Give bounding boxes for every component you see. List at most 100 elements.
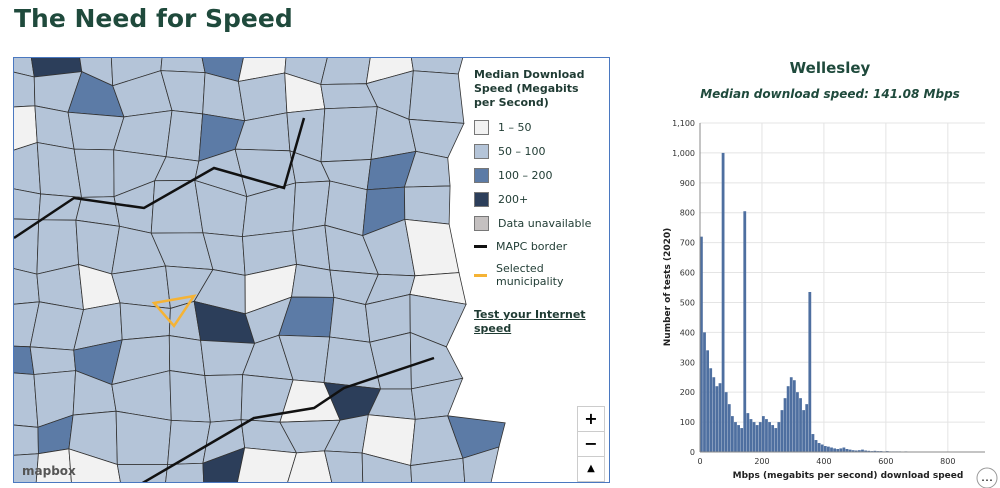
y-tick-label: 700	[680, 239, 695, 248]
y-tick-label: 400	[680, 328, 695, 337]
bar	[761, 416, 765, 452]
compass[interactable]: ▲	[577, 456, 605, 482]
speed-test-link[interactable]: Test your Internet speed	[474, 308, 586, 335]
bar	[774, 428, 778, 452]
bar	[706, 350, 709, 452]
selected-municipality	[151, 294, 197, 329]
page-title: The Need for Speed	[14, 4, 293, 33]
bar	[851, 450, 855, 452]
municipality	[165, 462, 205, 482]
legend-label: MAPC border	[496, 240, 568, 253]
bar	[724, 392, 728, 452]
bar	[805, 404, 809, 452]
bar	[721, 152, 725, 452]
bar	[712, 377, 716, 452]
municipality	[410, 457, 466, 482]
bar	[792, 380, 796, 452]
bar	[864, 450, 867, 452]
bar	[830, 447, 833, 452]
map-shapes	[14, 58, 506, 482]
bar	[827, 446, 830, 452]
y-tick-label: 300	[680, 358, 695, 367]
municipality	[462, 446, 500, 482]
bar	[743, 211, 747, 452]
municipality	[165, 110, 204, 162]
more-icon: …	[981, 470, 993, 484]
bar	[737, 425, 740, 452]
municipality	[14, 218, 40, 275]
bar	[752, 422, 756, 452]
bar	[811, 434, 815, 452]
legend-item: Selected municipality	[474, 262, 599, 288]
bar	[771, 425, 775, 452]
legend-label: 50 – 100	[498, 145, 546, 158]
chart: Wellesley Median download speed: 141.08 …	[663, 59, 998, 488]
y-tick-label: 600	[680, 269, 695, 278]
municipality	[292, 180, 331, 232]
more-button[interactable]	[976, 467, 998, 488]
municipality	[204, 374, 244, 423]
legend-label: 100 – 200	[498, 169, 553, 182]
attribution: mapbox	[22, 464, 76, 478]
bar	[749, 419, 753, 452]
zoom-out[interactable]: −	[577, 431, 605, 457]
x-tick-label: 0	[697, 457, 702, 466]
municipality	[292, 224, 331, 271]
bar	[783, 398, 787, 452]
municipality	[169, 370, 211, 423]
municipality	[408, 70, 465, 124]
municipality	[119, 302, 171, 341]
mapc-border	[14, 117, 306, 240]
mapc-border	[141, 356, 435, 482]
legend-swatch	[474, 120, 489, 135]
y-tick-label: 1,100	[672, 119, 695, 128]
bar	[823, 446, 827, 452]
municipality	[168, 335, 206, 377]
y-tick-label: 800	[680, 209, 695, 218]
y-tick-label: 100	[680, 418, 695, 427]
bar	[740, 428, 744, 452]
y-axis-label: Number of tests (2020)	[663, 228, 673, 347]
bar	[817, 443, 821, 452]
municipality	[291, 263, 335, 298]
municipality	[320, 106, 378, 163]
legend-title: Median Download Speed (Megabits per Seco…	[474, 68, 585, 109]
municipality	[404, 185, 451, 225]
municipality	[29, 346, 77, 375]
y-tick-label: 0	[690, 448, 695, 457]
x-tick-label: 600	[878, 457, 893, 466]
x-tick-label: 400	[816, 457, 831, 466]
chart-subtitle: Median download speed: 141.08 Mbps	[700, 87, 960, 101]
legend-swatch	[474, 192, 489, 207]
bar	[845, 449, 849, 452]
bar	[857, 450, 861, 452]
legend-label: Data unavailable	[498, 217, 592, 230]
y-tick-label: 200	[680, 388, 695, 397]
zoom-in[interactable]: +	[577, 406, 605, 432]
x-axis-label: Mbps (megabits per second) download spee…	[733, 471, 964, 481]
bar	[802, 410, 806, 452]
municipality	[73, 148, 115, 198]
municipality	[237, 447, 298, 482]
map[interactable]: Median Download Speed (Megabits per Seco…	[13, 57, 610, 483]
municipality	[160, 58, 206, 74]
bar	[718, 383, 722, 452]
municipality	[361, 452, 413, 482]
legend-swatch	[474, 216, 489, 231]
bar	[820, 444, 824, 452]
bar	[842, 447, 846, 452]
bar	[768, 422, 771, 452]
bar	[861, 449, 864, 452]
bar	[758, 422, 762, 452]
legend-label: Selected municipality	[496, 262, 564, 288]
legend-item: 50 – 100	[474, 144, 599, 159]
municipality	[116, 464, 169, 482]
bar	[789, 377, 793, 452]
municipality	[237, 72, 288, 122]
legend-item: 100 – 200	[474, 168, 599, 183]
bar	[703, 332, 706, 452]
bar	[709, 368, 713, 452]
legend-label: 200+	[498, 193, 529, 206]
bar	[730, 416, 734, 452]
